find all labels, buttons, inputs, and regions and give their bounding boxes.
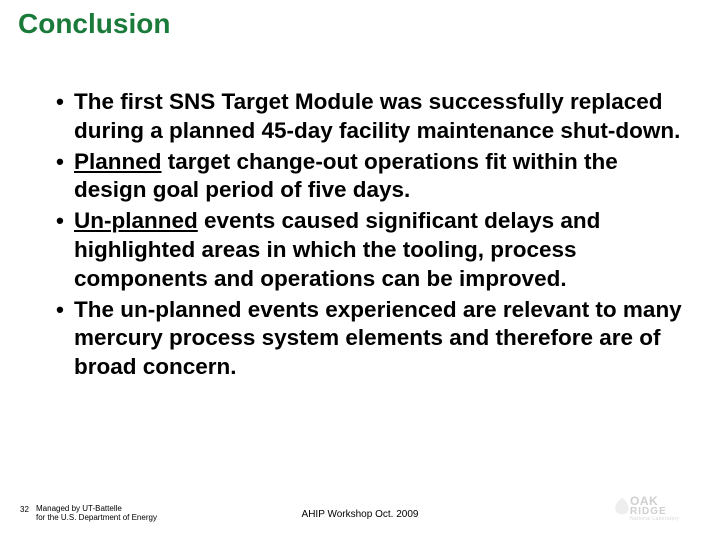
bullet-list: • The first SNS Target Module was succes… (56, 88, 694, 384)
footer: 32 Managed by UT-Battelle for the U.S. D… (0, 500, 720, 530)
bullet-marker: • (56, 296, 64, 325)
slide: Conclusion • The first SNS Target Module… (0, 0, 720, 540)
bullet-underline: Planned (74, 149, 162, 174)
bullet-underline: Un-planned (74, 208, 198, 233)
logo-line-3: National Laboratory (630, 516, 679, 522)
slide-title: Conclusion (18, 8, 170, 40)
bullet-item: • The first SNS Target Module was succes… (56, 88, 694, 146)
bullet-item: • Un-planned events caused significant d… (56, 207, 694, 293)
bullet-item: • The un-planned events experienced are … (56, 296, 694, 382)
bullet-marker: • (56, 88, 64, 117)
bullet-marker: • (56, 207, 64, 236)
leaf-icon (612, 496, 632, 516)
oak-ridge-logo: OAK RIDGE National Laboratory (612, 494, 702, 522)
bullet-text: The un-planned events experienced are re… (74, 297, 682, 380)
bullet-text: The first SNS Target Module was successf… (74, 89, 680, 143)
bullet-marker: • (56, 148, 64, 177)
bullet-item: • Planned target change-out operations f… (56, 148, 694, 206)
